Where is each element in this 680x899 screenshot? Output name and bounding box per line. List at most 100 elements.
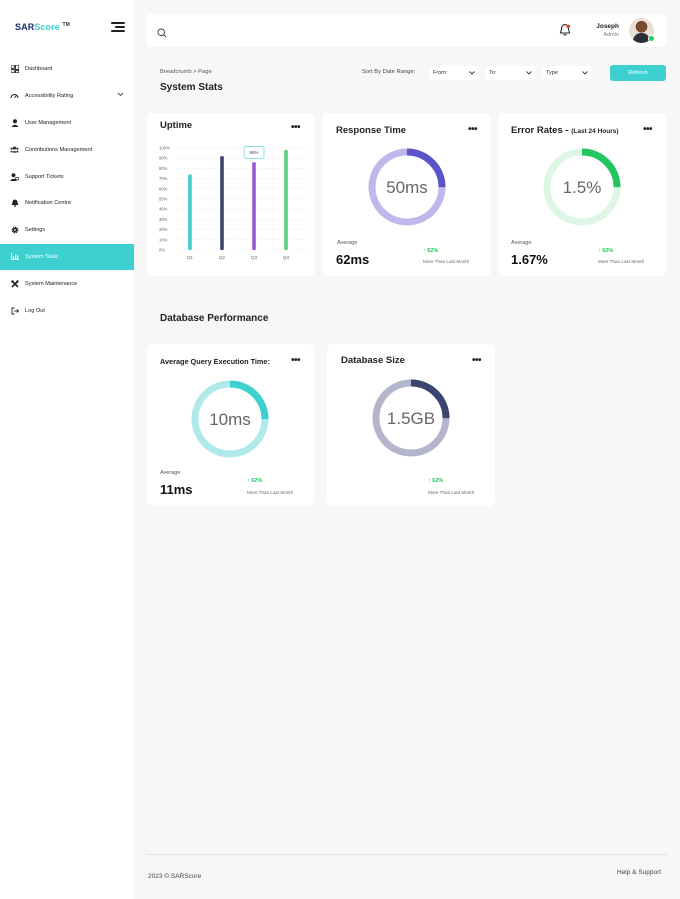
- response-time-card: Response Time ••• 50ms Average 62ms ↑ 62…: [322, 113, 491, 276]
- trend-text: More Than Last Month: [428, 490, 475, 495]
- user-role: Admin: [603, 32, 619, 38]
- average-label: Average: [337, 240, 358, 246]
- average-label: Average: [160, 470, 181, 476]
- y-tick-label: 20%: [159, 227, 168, 232]
- x-tick-label: Q3: [251, 255, 258, 260]
- more-options-icon[interactable]: •••: [468, 124, 478, 135]
- tools-icon: [10, 279, 19, 288]
- chevron-down-icon[interactable]: [117, 92, 124, 99]
- y-tick-label: 70%: [159, 176, 168, 181]
- sidebar-item-system-stats[interactable]: System Stats: [0, 243, 134, 271]
- error-rates-card: Error Rates - (Last 24 Hours) ••• 1.5% A…: [498, 113, 666, 276]
- logout-icon: [10, 306, 19, 315]
- sidebar-item-notification-centre[interactable]: Notification Centre: [0, 190, 134, 217]
- notification-bell-icon[interactable]: [559, 23, 571, 42]
- bar-q1: [188, 174, 192, 250]
- y-tick-label: 80%: [159, 166, 168, 171]
- card-title: Response Time: [336, 125, 407, 136]
- y-tick-label: 40%: [159, 207, 168, 212]
- user-icon: [10, 118, 19, 127]
- average-value: 62ms: [336, 252, 370, 267]
- from-date-select[interactable]: From:: [429, 66, 479, 80]
- bar-q4: [284, 150, 288, 250]
- bell-icon: [10, 199, 19, 208]
- footer-copyright: 2023 © SARScore: [148, 873, 202, 880]
- card-title: Error Rates - (Last 24 Hours): [511, 125, 619, 136]
- bar-q2: [220, 156, 224, 250]
- query-time-card: Average Query Execution Time: ••• 10ms A…: [147, 344, 314, 506]
- gauge-icon: [10, 92, 19, 101]
- logo-accent-text: Score: [34, 22, 60, 32]
- donut-fill: [543, 148, 621, 226]
- sidebar-item-label: Accessibility Rating: [25, 93, 74, 100]
- sidebar-item-label: Dashboard: [25, 66, 53, 73]
- trend-value: ↑ 62%: [247, 478, 263, 484]
- ticket-user-icon: [10, 172, 19, 181]
- card-title: Uptime: [160, 120, 193, 131]
- sidebar-nav: Dashboard Accessibility Rating User Mana…: [0, 56, 134, 324]
- bar-chart-icon: [10, 252, 19, 261]
- bar-q3: [252, 162, 256, 250]
- type-select[interactable]: Type: [542, 66, 592, 80]
- search-input[interactable]: [174, 22, 554, 39]
- y-tick-label: 100%: [159, 146, 170, 151]
- breadcrumb[interactable]: Breadcrumb > Page: [160, 69, 212, 75]
- x-tick-label: Q2: [219, 255, 226, 260]
- bar-tooltip-label: 86%: [249, 150, 258, 155]
- donut-center-value: 1.5GB: [387, 409, 435, 428]
- help-support-link[interactable]: Help & Support: [617, 869, 662, 876]
- y-tick-label: 0%: [159, 248, 165, 253]
- donut-fill: [372, 379, 450, 457]
- top-header: Joseph Admin: [146, 14, 667, 47]
- sort-label: Sort By Date Range:: [362, 69, 416, 75]
- trend-value: ↑ 62%: [428, 478, 444, 484]
- section-title: Database Performance: [160, 313, 269, 324]
- more-options-icon[interactable]: •••: [472, 355, 482, 366]
- search-icon[interactable]: [157, 25, 167, 43]
- y-tick-label: 90%: [159, 156, 168, 161]
- donut-center-value: 1.5%: [563, 178, 602, 197]
- sidebar-item-settings[interactable]: Settings: [0, 217, 134, 244]
- app-logo[interactable]: SARScore TM: [15, 22, 70, 32]
- sidebar-item-label: Log Out: [25, 307, 45, 314]
- sidebar-item-accessibility-rating[interactable]: Accessibility Rating: [0, 83, 134, 110]
- bar-tooltip: [243, 145, 265, 159]
- sidebar-item-log-out[interactable]: Log Out: [0, 297, 134, 324]
- sidebar-item-dashboard[interactable]: Dashboard: [0, 56, 134, 83]
- donut-center-value: 50ms: [386, 178, 428, 197]
- sidebar-item-support-tickets[interactable]: Support Tickets: [0, 163, 134, 190]
- error-rates-donut: 1.5%: [543, 148, 621, 226]
- sidebar-item-label: Notification Centre: [25, 200, 72, 207]
- sidebar-item-contributions-management[interactable]: Contributions Management: [0, 136, 134, 163]
- trend-text: More Than Last Month: [598, 259, 645, 264]
- user-name: Joseph: [596, 23, 619, 30]
- sidebar: SARScore TM Dashboard Accessibility Rati…: [0, 0, 134, 899]
- query-time-donut: 10ms: [191, 380, 269, 458]
- dashboard-icon: [10, 65, 19, 74]
- card-title: Database Size: [341, 355, 405, 366]
- uptime-chart: 100% 90% 80% 70% 60% 50% 40% 30% 20% 10% 0% Q1 Q2 Q3 Q…: [159, 145, 305, 260]
- to-date-select[interactable]: To:: [485, 66, 536, 80]
- sidebar-item-label: Support Tickets: [25, 173, 64, 180]
- more-options-icon[interactable]: •••: [291, 122, 301, 133]
- more-options-icon[interactable]: •••: [643, 124, 653, 135]
- donut-fill: [368, 148, 446, 226]
- trend-text: More Than Last Month: [423, 259, 470, 264]
- sidebar-item-label: Contributions Management: [25, 146, 93, 153]
- sidebar-item-label: User Management: [25, 119, 72, 126]
- type-label: Type: [546, 70, 558, 76]
- logo-trademark: TM: [62, 22, 70, 28]
- users-icon: [10, 145, 19, 154]
- refresh-button[interactable]: Refresh: [610, 65, 666, 81]
- response-time-donut: 50ms: [368, 148, 446, 226]
- more-options-icon[interactable]: •••: [291, 355, 301, 366]
- sidebar-item-system-maintenance[interactable]: System Maintenance: [0, 270, 134, 297]
- donut-center-value: 10ms: [209, 410, 251, 429]
- menu-toggle-icon[interactable]: [111, 22, 125, 32]
- online-status-dot: [648, 35, 655, 42]
- gear-icon: [10, 226, 19, 235]
- chevron-down-icon: [582, 70, 588, 75]
- sidebar-item-user-management[interactable]: User Management: [0, 110, 134, 137]
- donut-fill: [191, 380, 269, 458]
- average-label: Average: [511, 240, 532, 246]
